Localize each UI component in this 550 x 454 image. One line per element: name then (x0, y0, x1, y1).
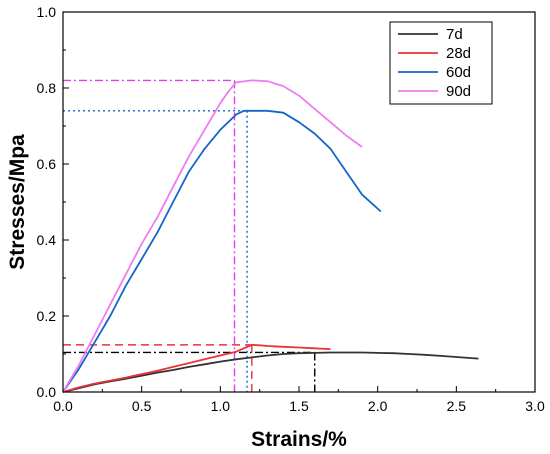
x-tick-label: 1.0 (211, 398, 231, 414)
series-line-60d (62, 109, 382, 393)
series-line-28d (62, 343, 331, 393)
y-tick-label: 0.0 (37, 384, 57, 400)
x-tick-label: 2.0 (368, 398, 388, 414)
legend-label-28d: 28d (446, 45, 471, 62)
x-tick-label: 1.5 (289, 398, 309, 414)
axes (62, 11, 536, 393)
legend-label-90d: 90d (446, 83, 471, 100)
y-tick-label: 0.8 (37, 80, 57, 96)
tick-labels: 0.0 0.5 1.0 1.5 2.0 2.5 3.0 0.0 0.2 0.4 0.6 0.8 1.0 (37, 4, 545, 414)
x-tick-label: 0.0 (53, 398, 73, 414)
plot-marks (62, 79, 479, 393)
legend-label-7d: 7d (446, 26, 463, 43)
y-tick-label: 1.0 (37, 4, 57, 20)
x-tick-label: 0.5 (132, 398, 152, 414)
y-tick-label: 0.2 (37, 308, 57, 324)
x-tick-label: 2.5 (447, 398, 467, 414)
y-axis-title: Stresses/Mpa (6, 134, 29, 270)
x-axis-title: Strains/% (251, 428, 347, 451)
y-tick-label: 0.4 (37, 232, 57, 248)
series-line-90d (62, 79, 363, 393)
series-line-7d (62, 351, 479, 393)
x-tick-label: 3.0 (525, 398, 545, 414)
legend-label-60d: 60d (446, 64, 471, 81)
legend: 7d 28d 60d 90d (389, 21, 493, 105)
y-tick-label: 0.6 (37, 156, 57, 172)
